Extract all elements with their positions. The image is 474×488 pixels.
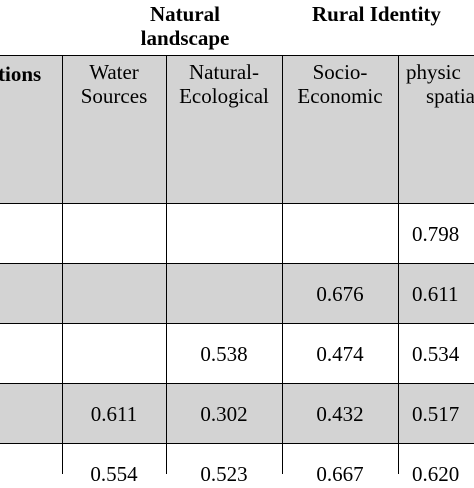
table-cell: 0.474 [316, 342, 364, 366]
col-divider-4 [398, 55, 399, 474]
column-header-line: Economic [297, 84, 383, 108]
column-header-line: Ecological [179, 84, 269, 108]
table-cell: 0.798 [412, 222, 460, 246]
table-cell: 0.554 [90, 462, 138, 486]
rule-row-4 [0, 443, 474, 444]
rule-row-3 [0, 383, 474, 384]
group-header-line-2: landscape [140, 26, 230, 50]
table-cell [166, 222, 282, 248]
column-header-physical-spatial: physic spatia [398, 60, 474, 110]
header-row-background [0, 56, 474, 204]
table-cell: 0.538 [200, 342, 248, 366]
column-header-line: Socio- [312, 60, 368, 84]
row-header-label: tions [0, 62, 42, 86]
table-cell: 0.432 [316, 402, 364, 426]
rule-header-bottom [0, 203, 474, 204]
rule-top [0, 55, 474, 56]
column-header-water-sources: Water Sources [62, 60, 166, 110]
rule-row-1 [0, 263, 474, 264]
group-header-line-1: Natural [150, 2, 220, 26]
column-header-line: Sources [80, 84, 148, 108]
table-cell [62, 342, 166, 368]
table-cell: 0.611 [412, 282, 459, 306]
group-header-rural-identity: Rural Identity [312, 2, 441, 26]
column-header-line: Natural- [189, 60, 259, 84]
col-divider-3 [282, 55, 283, 474]
col-divider-1 [62, 55, 63, 474]
table-cell: 0.667 [316, 462, 364, 486]
group-header-natural-landscape: Natural landscape [120, 2, 250, 50]
table-cell: 0.517 [412, 402, 460, 426]
column-header-socio-economic: Socio- Economic [282, 60, 398, 110]
table-cell: 0.534 [412, 342, 460, 366]
table-cell: 0.620 [412, 462, 460, 486]
table-cell: 0.611 [90, 402, 138, 426]
row-2-background [0, 264, 474, 324]
column-header-natural-ecological: Natural- Ecological [166, 60, 282, 110]
table-cell [166, 282, 282, 308]
column-header-line: Water [89, 60, 139, 84]
rule-row-2 [0, 323, 474, 324]
column-header-line: physic [406, 60, 461, 84]
table-cell: 0.676 [316, 282, 364, 306]
col-divider-2 [166, 55, 167, 474]
table-cell: 0.302 [200, 402, 248, 426]
table-cell [62, 222, 166, 248]
table-cell: 0.523 [200, 462, 248, 486]
table-cell [282, 222, 398, 248]
row-4-background [0, 384, 474, 444]
table-cell [62, 282, 166, 308]
column-header-line: spatia [426, 84, 474, 108]
correlation-table: tions Water Sources Natural- Ecological … [0, 55, 474, 486]
